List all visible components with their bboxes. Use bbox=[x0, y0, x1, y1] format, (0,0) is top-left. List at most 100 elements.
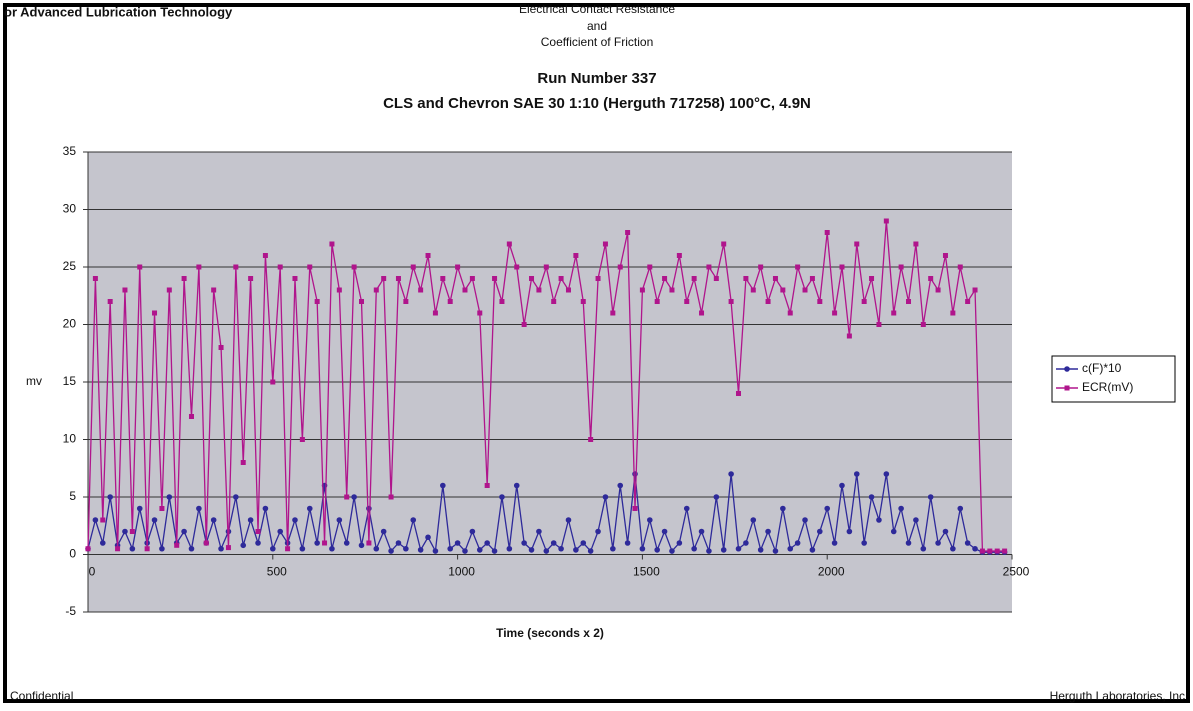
data-point bbox=[765, 299, 771, 304]
data-point bbox=[595, 276, 601, 281]
data-point bbox=[484, 540, 490, 546]
data-point bbox=[388, 548, 394, 554]
data-point bbox=[462, 548, 468, 554]
data-point bbox=[809, 276, 815, 281]
data-point bbox=[913, 241, 919, 247]
data-point bbox=[883, 471, 890, 477]
data-point bbox=[188, 414, 194, 419]
data-point bbox=[683, 505, 690, 512]
data-point bbox=[617, 264, 623, 270]
data-point bbox=[122, 528, 128, 535]
data-point bbox=[410, 264, 416, 270]
data-point bbox=[521, 540, 527, 546]
data-point bbox=[706, 548, 712, 554]
data-point bbox=[100, 517, 106, 523]
data-point bbox=[965, 299, 971, 304]
data-point bbox=[469, 528, 476, 535]
data-point bbox=[233, 264, 239, 270]
data-point bbox=[262, 505, 269, 512]
data-point bbox=[543, 548, 550, 554]
x-tick-label: 0 bbox=[89, 565, 96, 579]
data-point bbox=[432, 548, 439, 554]
data-point bbox=[876, 517, 882, 523]
data-point bbox=[152, 310, 158, 316]
data-point bbox=[225, 545, 231, 551]
data-point bbox=[610, 310, 616, 316]
data-point bbox=[122, 287, 128, 293]
footer-left: Confidential bbox=[10, 689, 73, 703]
data-point bbox=[137, 264, 143, 270]
data-point bbox=[972, 545, 978, 552]
data-point bbox=[166, 494, 173, 500]
data-point bbox=[906, 299, 912, 304]
data-point bbox=[558, 276, 564, 281]
data-point bbox=[839, 482, 845, 489]
data-point bbox=[728, 299, 734, 304]
data-point bbox=[499, 494, 505, 500]
data-point bbox=[329, 241, 335, 247]
data-point bbox=[846, 333, 852, 339]
data-point bbox=[684, 299, 690, 304]
data-point bbox=[432, 310, 438, 316]
data-point bbox=[344, 494, 350, 500]
data-point bbox=[181, 276, 187, 281]
data-point bbox=[565, 517, 572, 523]
data-point bbox=[802, 287, 808, 293]
x-tick-label: 2500 bbox=[1003, 565, 1030, 579]
data-point bbox=[373, 545, 380, 552]
data-point bbox=[506, 545, 513, 552]
data-point bbox=[972, 287, 978, 293]
x-tick-label: 1500 bbox=[633, 565, 660, 579]
data-point bbox=[151, 517, 158, 523]
data-point bbox=[218, 345, 224, 350]
y-tick-label: 15 bbox=[63, 374, 77, 388]
header-line: and bbox=[587, 19, 607, 33]
data-point bbox=[484, 483, 490, 488]
data-point bbox=[654, 299, 660, 304]
data-point bbox=[676, 253, 682, 258]
footer-right: Herguth Laboratories, Inc bbox=[1050, 689, 1185, 703]
data-point bbox=[617, 482, 624, 489]
data-point bbox=[558, 545, 564, 552]
data-point bbox=[255, 529, 261, 534]
data-point bbox=[794, 540, 801, 546]
data-point bbox=[196, 505, 202, 512]
data-point bbox=[248, 276, 254, 281]
data-point bbox=[750, 517, 757, 523]
data-point bbox=[277, 528, 283, 535]
data-point bbox=[573, 253, 579, 258]
data-point bbox=[994, 548, 1000, 554]
data-point bbox=[329, 545, 335, 552]
data-point bbox=[395, 540, 402, 546]
data-point bbox=[868, 494, 875, 500]
data-point bbox=[418, 287, 424, 293]
data-point bbox=[166, 287, 172, 293]
data-point bbox=[824, 230, 830, 235]
data-point bbox=[440, 276, 446, 281]
data-point bbox=[395, 276, 401, 281]
data-point bbox=[735, 545, 742, 552]
data-point bbox=[691, 545, 697, 552]
data-point bbox=[543, 264, 549, 270]
data-point bbox=[639, 545, 646, 552]
y-tick-label: 30 bbox=[63, 202, 77, 216]
data-point bbox=[343, 540, 350, 546]
data-point bbox=[662, 276, 668, 281]
legend-marker bbox=[1064, 385, 1070, 391]
data-point bbox=[588, 437, 594, 442]
data-point bbox=[750, 287, 756, 293]
data-point bbox=[735, 391, 741, 396]
data-point bbox=[831, 540, 838, 546]
data-point bbox=[159, 545, 165, 552]
data-point bbox=[174, 542, 180, 548]
legend-label: ECR(mV) bbox=[1082, 380, 1133, 394]
header-left: or Advanced Lubrication Technology bbox=[4, 4, 233, 19]
data-point bbox=[440, 482, 446, 489]
data-point bbox=[661, 528, 668, 535]
data-point bbox=[240, 460, 246, 465]
data-point bbox=[388, 494, 394, 500]
data-point bbox=[587, 548, 594, 554]
data-point bbox=[787, 545, 794, 552]
